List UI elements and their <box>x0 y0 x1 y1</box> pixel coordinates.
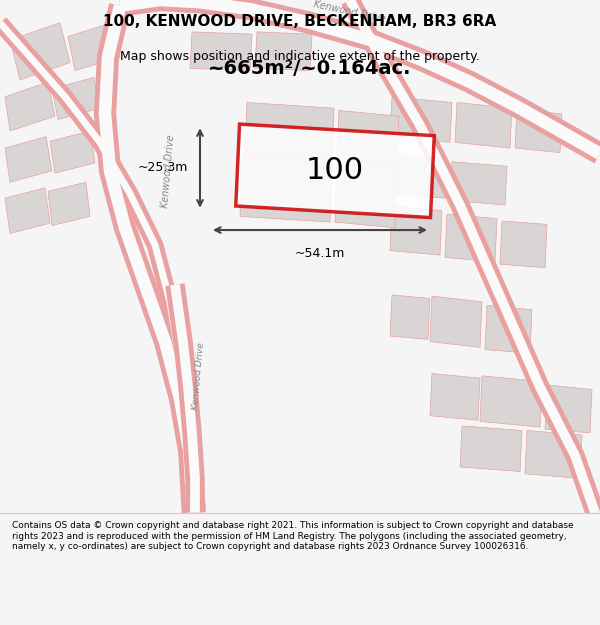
Polygon shape <box>390 206 442 255</box>
Polygon shape <box>430 296 482 348</box>
Polygon shape <box>5 137 52 182</box>
Polygon shape <box>390 295 430 339</box>
Text: ~54.1m: ~54.1m <box>295 247 345 260</box>
Text: Kenwood Drive: Kenwood Drive <box>160 134 176 208</box>
Polygon shape <box>190 32 252 71</box>
Polygon shape <box>10 22 70 80</box>
Polygon shape <box>455 102 512 148</box>
Polygon shape <box>445 214 497 262</box>
Text: Kenwood Drive: Kenwood Drive <box>191 342 205 410</box>
Polygon shape <box>52 78 100 119</box>
Polygon shape <box>68 22 120 71</box>
Polygon shape <box>255 32 312 71</box>
Polygon shape <box>390 155 447 198</box>
Polygon shape <box>50 131 95 173</box>
Polygon shape <box>240 154 332 222</box>
Polygon shape <box>515 109 562 152</box>
Bar <box>236 124 434 217</box>
Polygon shape <box>450 162 507 205</box>
Polygon shape <box>245 102 334 159</box>
Polygon shape <box>480 376 542 427</box>
Text: Map shows position and indicative extent of the property.: Map shows position and indicative extent… <box>120 50 480 62</box>
Text: 100, KENWOOD DRIVE, BECKENHAM, BR3 6RA: 100, KENWOOD DRIVE, BECKENHAM, BR3 6RA <box>103 14 497 29</box>
Text: 100: 100 <box>306 156 364 186</box>
Polygon shape <box>545 385 592 432</box>
Polygon shape <box>525 431 582 478</box>
Polygon shape <box>485 305 532 353</box>
Polygon shape <box>337 111 399 165</box>
Polygon shape <box>5 82 55 131</box>
Polygon shape <box>500 221 547 268</box>
Polygon shape <box>48 182 90 226</box>
Polygon shape <box>460 426 522 471</box>
Text: Contains OS data © Crown copyright and database right 2021. This information is : Contains OS data © Crown copyright and d… <box>12 521 574 551</box>
Polygon shape <box>335 159 397 228</box>
Text: Kenwood Drive: Kenwood Drive <box>313 0 387 24</box>
Polygon shape <box>430 374 480 420</box>
Text: ~665m²/~0.164ac.: ~665m²/~0.164ac. <box>208 59 412 78</box>
Polygon shape <box>390 97 452 142</box>
Text: ~25.3m: ~25.3m <box>137 161 188 174</box>
Polygon shape <box>5 188 50 234</box>
